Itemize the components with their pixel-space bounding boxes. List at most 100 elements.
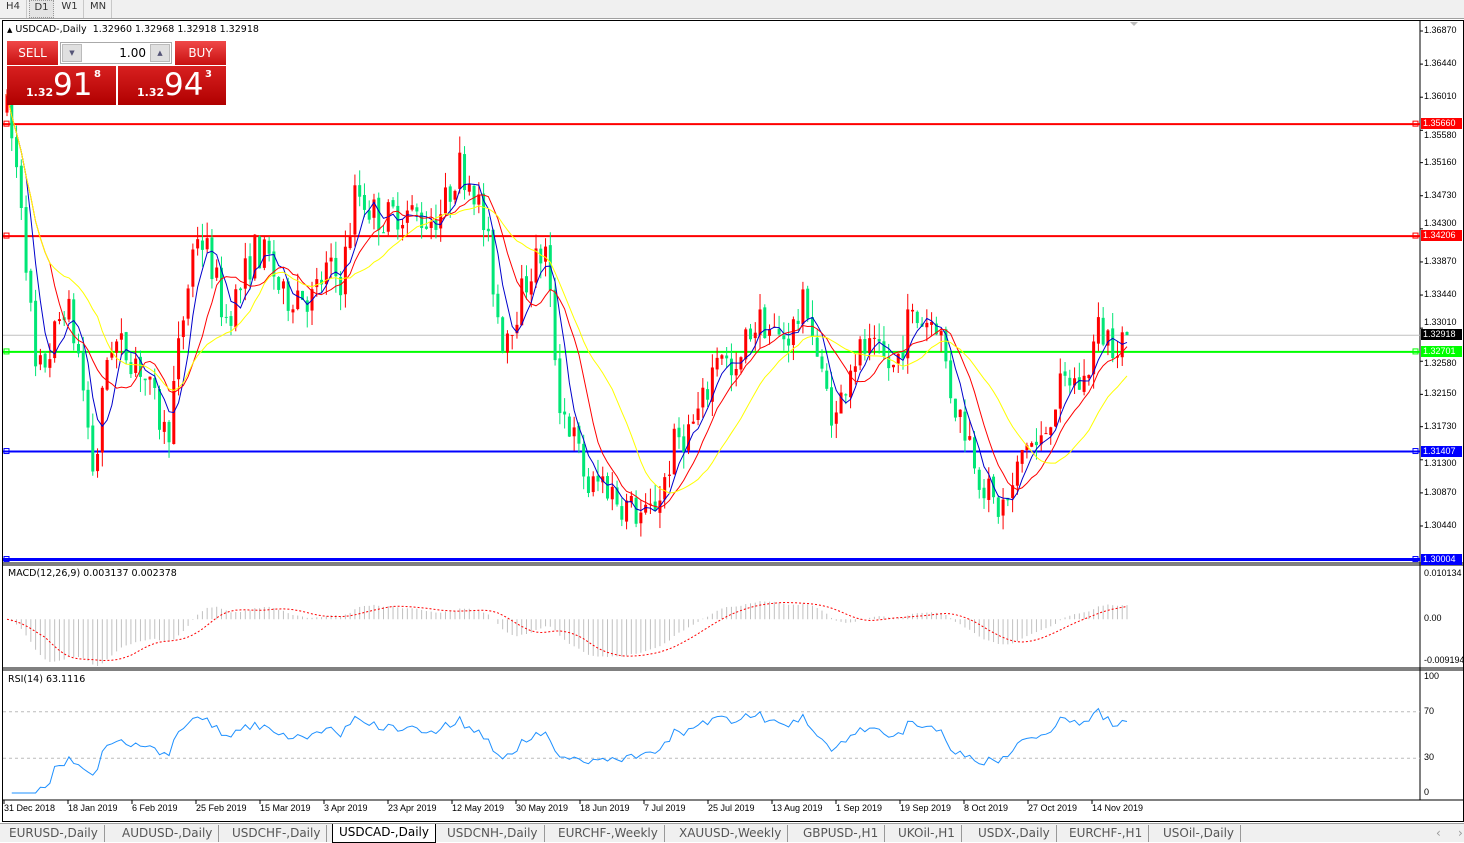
macd-axis-label: 0.00 — [1424, 613, 1442, 624]
rsi-axis-label: 70 — [1424, 705, 1435, 716]
lot-size-input[interactable] — [84, 44, 148, 62]
chart-tab[interactable]: USDCNH-,Daily — [441, 825, 545, 842]
chart-tab[interactable]: EURUSD-,Daily — [3, 825, 105, 842]
chart-header: ▲ USDCAD-,Daily 1.32960 1.32968 1.32918 … — [7, 24, 259, 35]
candle-body — [796, 320, 800, 324]
chart-tab[interactable]: XAUUSD-,Weekly — [673, 825, 789, 842]
buy-price-prefix: 1.32 — [137, 86, 165, 99]
buy-button[interactable]: BUY — [175, 41, 226, 65]
price-tick-label: 1.31300 — [1424, 457, 1457, 468]
candle-body — [505, 333, 509, 353]
candle-body — [629, 495, 633, 503]
tab-scroll-right-icon[interactable]: › — [1458, 826, 1463, 840]
level-handle — [3, 448, 10, 455]
candle-body — [486, 228, 490, 232]
chart-tab[interactable]: AUDUSD-,Daily — [116, 825, 220, 842]
candle-body — [820, 356, 824, 369]
candle-body — [177, 338, 181, 380]
level-price-tag: 1.32701 — [1421, 345, 1462, 357]
time-axis-label: 31 Dec 2018 — [4, 803, 56, 813]
candle-body — [644, 504, 648, 513]
rsi-axis-label: 0 — [1424, 787, 1430, 797]
triangle-up-icon[interactable]: ▲ — [7, 26, 13, 34]
candle-body — [219, 267, 223, 318]
candle-body — [1077, 377, 1081, 390]
candle-body — [134, 358, 138, 373]
symbol-label: USDCAD-,Daily — [15, 24, 87, 35]
candle-body — [281, 281, 285, 289]
current-price-tag: 1.32918 — [1421, 329, 1462, 341]
chart-tab[interactable]: USDCHF-,Daily — [226, 825, 328, 842]
time-axis-label: 1 Sep 2019 — [836, 803, 883, 813]
time-axis-label: 27 Oct 2019 — [1028, 803, 1078, 813]
candle-body — [787, 338, 791, 346]
candle-body — [119, 333, 123, 340]
candle-body — [834, 412, 838, 424]
candle-body — [911, 309, 915, 312]
candle-body — [524, 276, 528, 293]
candle-body — [1030, 443, 1034, 447]
time-axis-label: 14 Nov 2019 — [1092, 803, 1144, 813]
chart-tab[interactable]: EURCHF-,Weekly — [552, 825, 665, 842]
chart-tab[interactable]: USDX-,Daily — [972, 825, 1057, 842]
candle-body — [439, 214, 443, 229]
time-axis-label: 25 Feb 2019 — [196, 803, 247, 813]
timeframe-h4[interactable]: H4 — [0, 0, 27, 18]
candle-body — [43, 353, 47, 368]
candle-body — [181, 320, 185, 338]
timeframe-w1[interactable]: W1 — [56, 0, 84, 18]
price-tick-label: 1.36010 — [1424, 91, 1457, 102]
candle-body — [868, 338, 872, 354]
sell-button[interactable]: SELL — [7, 41, 58, 65]
decrease-lot-button[interactable]: ▼ — [62, 44, 82, 62]
chart-window[interactable] — [2, 20, 1464, 822]
chart-tabs: EURUSD-,Daily AUDUSD-,Daily USDCHF-,Daily U… — [0, 823, 1464, 843]
time-axis-label: 8 Oct 2019 — [964, 803, 1009, 813]
chart-tab[interactable]: GBPUSD-,H1 — [797, 825, 886, 842]
candle-body — [539, 248, 543, 264]
chart-tab[interactable]: EURCHF-,H1 — [1063, 825, 1150, 842]
candle-body — [358, 185, 362, 197]
candle-body — [844, 394, 848, 396]
candle-body — [510, 334, 514, 336]
lot-size-stepper[interactable]: ▼ ▲ — [60, 42, 172, 64]
candle-body — [234, 289, 238, 328]
rsi-line — [11, 707, 1128, 794]
increase-lot-button[interactable]: ▲ — [150, 44, 170, 62]
time-axis-label: 18 Jun 2019 — [580, 803, 630, 813]
candle-body — [19, 165, 23, 208]
candle-body — [615, 487, 619, 505]
sell-price-box[interactable]: 1.32 91 8 — [7, 66, 116, 105]
candle-body — [877, 339, 881, 342]
candle-body — [734, 369, 738, 376]
timeframe-d1[interactable]: D1 — [29, 0, 54, 18]
rsi-axis-label: 30 — [1424, 752, 1435, 763]
candle-body — [591, 476, 595, 493]
timeframe-mn[interactable]: MN — [85, 0, 112, 18]
chart-tab[interactable]: UKOil-,H1 — [892, 825, 962, 842]
buy-price-box[interactable]: 1.32 94 3 — [118, 66, 226, 105]
candle-body — [334, 257, 338, 277]
candle-body — [324, 262, 328, 285]
candle-body — [196, 239, 200, 249]
candle-body — [1082, 375, 1086, 392]
price-tick-label: 1.34730 — [1424, 189, 1457, 200]
candle-body — [925, 322, 929, 328]
candle-body — [162, 421, 166, 432]
candle-body — [1011, 485, 1015, 499]
candle-body — [115, 341, 119, 353]
candle-body — [353, 185, 357, 235]
candle-body — [396, 205, 400, 230]
candle-body — [24, 207, 28, 273]
chart-tab[interactable]: USDCAD-,Daily — [332, 824, 436, 843]
chart-tab[interactable]: USOil-,Daily — [1157, 825, 1242, 842]
tab-scroll-left-icon[interactable]: ‹ — [1436, 826, 1441, 840]
time-axis-label: 18 Jan 2019 — [68, 803, 118, 813]
candle-body — [277, 277, 281, 290]
candle-body — [944, 329, 948, 362]
candle-body — [1106, 330, 1110, 346]
candle-body — [672, 428, 676, 475]
candle-body — [996, 497, 1000, 517]
candle-body — [262, 239, 266, 268]
